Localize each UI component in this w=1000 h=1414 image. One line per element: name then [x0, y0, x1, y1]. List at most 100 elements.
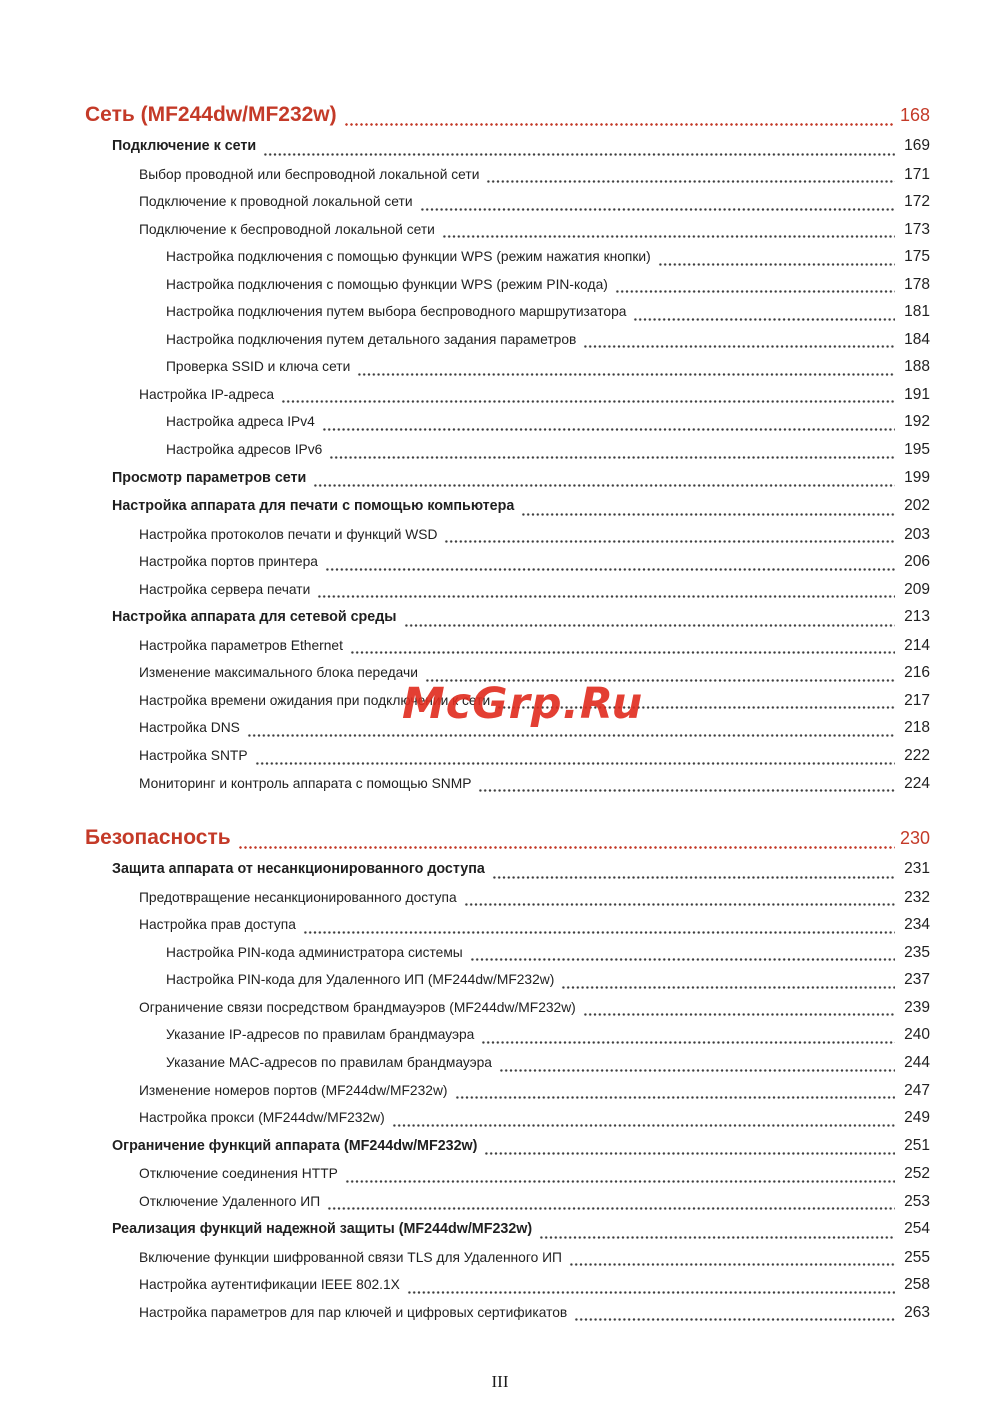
- toc-section: Безопасность 230 Защита аппарата от несанк…: [85, 821, 930, 1326]
- toc-entry-label: Выбор проводной или беспроводной локальн…: [139, 166, 480, 182]
- toc-entry-page: 231: [904, 860, 930, 878]
- toc-entry: Настройка SNTP 222: [85, 742, 930, 770]
- toc-entry-page: 171: [904, 165, 930, 183]
- toc-entry-label: Отключение Удаленного ИП: [139, 1193, 321, 1209]
- toc-entry: Предотвращение несанкционированного дост…: [85, 884, 930, 912]
- dot-leader: [391, 1123, 895, 1127]
- toc-entry-label: Настройка параметров для пар ключей и ци…: [139, 1304, 568, 1320]
- dot-leader: [343, 123, 895, 126]
- toc-entry-label: Мониторинг и контроль аппарата с помощью…: [139, 775, 472, 791]
- toc-entry-label: Настройка аутентификации IEEE 802.1X: [139, 1277, 400, 1293]
- toc-entry-page: 191: [904, 385, 930, 403]
- toc-entry-page: 206: [904, 553, 930, 571]
- dot-leader: [321, 428, 895, 432]
- dot-leader: [583, 345, 895, 349]
- toc-entry-page: 237: [904, 971, 930, 989]
- toc-entry-label: Настройка аппарата для сетевой среды: [112, 609, 397, 626]
- toc-entry-page: 175: [904, 248, 930, 266]
- dot-leader: [539, 1235, 895, 1239]
- section-page-number: 230: [899, 828, 930, 849]
- toc-entry: Настройка прокси (MF244dw/MF232w) 249: [85, 1104, 930, 1132]
- toc-entry: Изменение номеров портов (MF244dw/MF232w…: [85, 1077, 930, 1105]
- toc-entry: Указание MAC-адресов по правилам брандма…: [85, 1049, 930, 1077]
- toc-entry: Настройка подключения с помощью функции …: [85, 271, 930, 299]
- dot-leader: [582, 1013, 895, 1017]
- dot-leader: [313, 484, 895, 488]
- toc-entry-page: 253: [904, 1192, 930, 1210]
- toc-entry-page: 172: [904, 193, 930, 211]
- dot-leader: [463, 903, 895, 907]
- toc-entry: Настройка протоколов печати и функций WS…: [85, 521, 930, 549]
- toc-entry: Настройка подключения с помощью функции …: [85, 243, 930, 271]
- toc-entry-page: 234: [904, 916, 930, 934]
- dot-leader: [444, 540, 895, 544]
- dot-leader: [497, 706, 895, 710]
- toc-entry: Отключение соединения HTTP 252: [85, 1160, 930, 1188]
- toc-entry: Мониторинг и контроль аппарата с помощью…: [85, 770, 930, 798]
- toc-entry: Настройка прав доступа 234: [85, 911, 930, 939]
- toc-entry-page: 195: [904, 441, 930, 459]
- toc-entry: Настройка подключения путем детального з…: [85, 326, 930, 354]
- section-heading: Сеть (MF244dw/MF232w) 168: [85, 98, 930, 132]
- toc-entry-label: Предотвращение несанкционированного дост…: [139, 889, 457, 905]
- toc-entry-label: Проверка SSID и ключа сети: [166, 359, 351, 375]
- toc-entry: Настройка портов принтера 206: [85, 548, 930, 576]
- toc-entry-page: 178: [904, 275, 930, 293]
- toc-entry-label: Настройка DNS: [139, 720, 240, 736]
- toc-entry-page: 244: [904, 1053, 930, 1071]
- toc-entry-label: Настройка адреса IPv4: [166, 414, 315, 430]
- toc-section: Сеть (MF244dw/MF232w) 168 Подключение к се…: [85, 98, 930, 797]
- toc-entry-page: 251: [904, 1136, 930, 1154]
- toc-entry-page: 169: [904, 137, 930, 154]
- toc-entry-page: 232: [904, 888, 930, 906]
- toc-entry-label: Подключение к сети: [112, 138, 257, 154]
- toc-entry-label: Защита аппарата от несанкционированного …: [112, 861, 485, 878]
- toc-entry-label: Настройка аппарата для печати с помощью …: [112, 498, 515, 515]
- toc-entry: Просмотр параметров сети 199: [85, 464, 930, 493]
- toc-entry-label: Указание MAC-адресов по правилам брандма…: [166, 1054, 492, 1070]
- toc-entry-label: Настройка подключения с помощью функции …: [166, 249, 651, 265]
- toc-entry-label: Настройка портов принтера: [139, 554, 318, 570]
- toc-entry: Настройка параметров для пар ключей и ци…: [85, 1299, 930, 1327]
- toc-entry: Настройка IP-адреса 191: [85, 381, 930, 409]
- toc-entry-page: 249: [904, 1109, 930, 1127]
- dot-leader: [317, 595, 895, 599]
- dot-leader: [344, 1179, 895, 1183]
- dot-leader: [424, 678, 895, 682]
- toc-entry-label: Настройка подключения путем детального з…: [166, 331, 577, 347]
- dot-leader: [302, 930, 895, 934]
- toc-entry: Подключение к сети 169: [85, 132, 930, 161]
- toc-entry: Настройка параметров Ethernet 214: [85, 632, 930, 660]
- toc-entry: Настройка аппарата для печати с помощью …: [85, 492, 930, 521]
- toc-entry-label: Указание IP-адресов по правилам брандмау…: [166, 1027, 475, 1043]
- section-title: Безопасность: [85, 826, 231, 850]
- dot-leader: [324, 567, 895, 571]
- toc-entry-page: 199: [904, 468, 930, 486]
- toc-entry-page: 252: [904, 1165, 930, 1183]
- toc-entry-page: 218: [904, 719, 930, 737]
- dot-leader: [633, 317, 895, 321]
- toc-entry-page: 239: [904, 998, 930, 1016]
- toc-entry-page: 202: [904, 497, 930, 515]
- toc-entry: Реализация функций надежной защиты (MF24…: [85, 1215, 930, 1244]
- toc-entry-page: 263: [904, 1303, 930, 1321]
- toc-entry-label: Настройка подключения с помощью функции …: [166, 276, 608, 292]
- dot-leader: [454, 1096, 895, 1100]
- toc-entry: Настройка времени ожидания при подключен…: [85, 687, 930, 715]
- dot-leader: [568, 1263, 895, 1267]
- toc-entry-page: 217: [904, 691, 930, 709]
- toc-entry: Ограничение функций аппарата (MF244dw/MF…: [85, 1132, 930, 1161]
- dot-leader: [481, 1040, 895, 1044]
- dot-leader: [486, 180, 895, 184]
- dot-leader: [263, 152, 895, 156]
- toc-entry: Указание IP-адресов по правилам брандмау…: [85, 1021, 930, 1049]
- toc-entry-label: Подключение к проводной локальной сети: [139, 194, 413, 210]
- toc-entry-label: Включение функции шифрованной связи TLS …: [139, 1249, 562, 1265]
- toc-entry-page: 173: [904, 220, 930, 238]
- dot-leader: [521, 512, 895, 516]
- toc-entry-label: Изменение номеров портов (MF244dw/MF232w…: [139, 1082, 448, 1098]
- toc-entry-label: Настройка SNTP: [139, 748, 248, 764]
- toc: Сеть (MF244dw/MF232w) 168 Подключение к се…: [85, 98, 930, 1326]
- toc-entry: Настройка PIN-кода для Удаленного ИП (MF…: [85, 966, 930, 994]
- toc-entry-label: Реализация функций надежной защиты (MF24…: [112, 1221, 533, 1238]
